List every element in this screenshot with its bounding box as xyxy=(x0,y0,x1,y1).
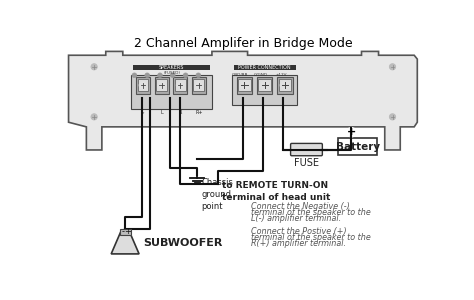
Bar xyxy=(193,79,204,92)
Bar xyxy=(136,77,150,94)
Text: +12V: +12V xyxy=(276,73,287,77)
Bar xyxy=(237,77,252,94)
Circle shape xyxy=(260,81,269,90)
Circle shape xyxy=(183,73,188,78)
Text: Connect the Negative (-): Connect the Negative (-) xyxy=(251,202,350,211)
Text: 2 Channel Amplifer in Bridge Mode: 2 Channel Amplifer in Bridge Mode xyxy=(134,37,352,50)
Text: SPEAKERS: SPEAKERS xyxy=(159,65,184,70)
Polygon shape xyxy=(111,232,139,254)
Text: Chassis
ground
point: Chassis ground point xyxy=(201,178,233,211)
Bar xyxy=(258,79,271,92)
FancyBboxPatch shape xyxy=(291,143,322,156)
Text: terminal of the speaker to the: terminal of the speaker to the xyxy=(251,233,371,242)
Bar xyxy=(175,79,186,92)
Circle shape xyxy=(240,81,249,90)
Text: +: + xyxy=(124,227,131,236)
Text: SUBWOOFER: SUBWOOFER xyxy=(144,238,223,248)
Bar xyxy=(192,77,206,94)
Text: L-: L- xyxy=(141,110,145,115)
Circle shape xyxy=(158,81,165,89)
Circle shape xyxy=(280,81,290,90)
Text: POWER CONNECTION: POWER CONNECTION xyxy=(238,65,291,70)
Text: G/GND: G/GND xyxy=(254,73,268,77)
Circle shape xyxy=(145,73,149,78)
Text: Connect the Postive (+): Connect the Postive (+) xyxy=(251,227,347,236)
Text: R: R xyxy=(179,110,182,115)
Text: GND/RB: GND/RB xyxy=(232,73,248,77)
Bar xyxy=(133,65,210,70)
Bar xyxy=(232,74,297,105)
Bar xyxy=(155,77,169,94)
PathPatch shape xyxy=(69,51,417,150)
Text: terminal of the speaker to the: terminal of the speaker to the xyxy=(251,208,371,217)
Circle shape xyxy=(171,73,175,78)
Circle shape xyxy=(132,73,137,78)
Bar xyxy=(131,74,212,109)
Text: (FUSED): (FUSED) xyxy=(163,71,180,75)
Text: +: + xyxy=(347,127,356,137)
Bar xyxy=(234,65,296,70)
Circle shape xyxy=(139,81,147,89)
Bar xyxy=(238,79,251,92)
Circle shape xyxy=(390,64,396,70)
Circle shape xyxy=(176,81,184,89)
Bar xyxy=(338,138,377,155)
Circle shape xyxy=(347,128,356,137)
Bar xyxy=(137,79,148,92)
Text: to REMOTE TURN-ON
terminal of head unit: to REMOTE TURN-ON terminal of head unit xyxy=(222,181,330,202)
Circle shape xyxy=(195,81,202,89)
Bar xyxy=(173,77,187,94)
Text: R+: R+ xyxy=(195,110,202,115)
Circle shape xyxy=(196,73,201,78)
Text: Battery: Battery xyxy=(336,142,380,152)
Circle shape xyxy=(158,73,162,78)
Bar xyxy=(277,77,292,94)
Circle shape xyxy=(91,114,97,120)
Bar xyxy=(156,79,167,92)
Circle shape xyxy=(390,114,396,120)
Bar xyxy=(257,77,273,94)
Text: L: L xyxy=(160,110,163,115)
Text: FUSE: FUSE xyxy=(294,158,319,168)
Text: R(+) amplifier terminal.: R(+) amplifier terminal. xyxy=(251,239,346,248)
Circle shape xyxy=(91,64,97,70)
Text: -: - xyxy=(121,227,124,236)
Bar xyxy=(279,79,291,92)
Bar xyxy=(120,229,130,235)
Text: L(-) amplifier terminal.: L(-) amplifier terminal. xyxy=(251,214,342,223)
